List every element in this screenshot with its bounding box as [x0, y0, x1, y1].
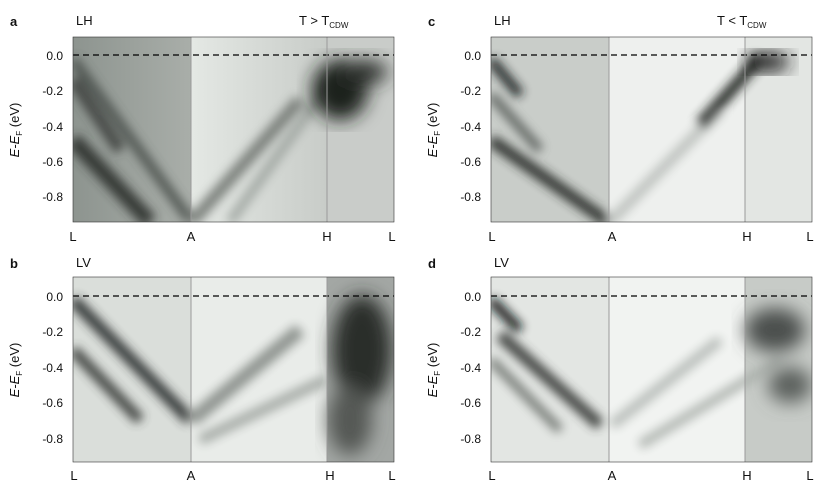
svg-text:H: H	[742, 229, 751, 244]
polarization-label: LH	[76, 13, 93, 28]
svg-text:L: L	[488, 468, 495, 483]
panel-letter: c	[428, 14, 435, 29]
panel-letter: a	[10, 14, 18, 29]
y-tick-labels: 0.0 -0.2 -0.4 -0.6 -0.8	[42, 290, 63, 446]
arpes-intensity-map-a	[73, 37, 394, 222]
kpoint-labels: L A H L	[69, 229, 395, 244]
svg-text:L: L	[388, 468, 395, 483]
arpes-intensity-map-c	[491, 37, 812, 222]
svg-text:L: L	[70, 468, 77, 483]
svg-text:A: A	[187, 229, 196, 244]
y-axis-label: E-EF (eV)	[425, 103, 442, 158]
svg-text:L: L	[806, 468, 813, 483]
svg-text:0.0: 0.0	[464, 290, 481, 304]
svg-text:0.0: 0.0	[464, 49, 481, 63]
svg-text:A: A	[187, 468, 196, 483]
svg-text:-0.4: -0.4	[42, 361, 63, 375]
svg-text:-0.6: -0.6	[42, 396, 63, 410]
panel-letter: b	[10, 256, 18, 271]
svg-text:-0.2: -0.2	[42, 84, 63, 98]
svg-text:H: H	[325, 468, 334, 483]
svg-text:L: L	[388, 229, 395, 244]
svg-text:0.0: 0.0	[46, 290, 63, 304]
panel-b: b LV 0.0 -0.2 -0.4 -0.6 -0.8 E-EF (eV) L…	[7, 255, 396, 483]
svg-text:-0.8: -0.8	[42, 432, 63, 446]
y-axis-label: E-EF (eV)	[7, 103, 24, 158]
svg-text:-0.6: -0.6	[460, 155, 481, 169]
svg-text:-0.4: -0.4	[42, 120, 63, 134]
svg-text:-0.6: -0.6	[42, 155, 63, 169]
svg-text:0.0: 0.0	[46, 49, 63, 63]
kpoint-labels: L A H L	[488, 468, 813, 483]
temperature-condition: T > TCDW	[299, 13, 349, 30]
arpes-intensity-map-d	[491, 277, 812, 462]
polarization-label: LH	[494, 13, 511, 28]
svg-text:-0.6: -0.6	[460, 396, 481, 410]
svg-text:-0.2: -0.2	[42, 325, 63, 339]
panel-letter: d	[428, 256, 436, 271]
svg-text:L: L	[488, 229, 495, 244]
panel-d: d LV 0.0 -0.2 -0.4 -0.6 -0.8 E-EF (eV) L…	[425, 255, 814, 483]
svg-text:L: L	[69, 229, 76, 244]
y-axis-label: E-EF (eV)	[7, 343, 24, 398]
svg-text:-0.8: -0.8	[42, 190, 63, 204]
kpoint-labels: L A H L	[488, 229, 813, 244]
polarization-label: LV	[76, 255, 91, 270]
svg-text:H: H	[322, 229, 331, 244]
y-axis-label: E-EF (eV)	[425, 343, 442, 398]
panel-c: c LH T < TCDW 0.0 -0.2 -0.4 -0.6 -0.8 E-…	[425, 13, 814, 244]
panel-a: a LH T > TCDW 0.0 -0.2 -0.4 -0.6 -0.8 E-…	[7, 13, 396, 244]
svg-text:L: L	[806, 229, 813, 244]
svg-text:-0.2: -0.2	[460, 84, 481, 98]
arpes-intensity-map-b	[73, 277, 394, 462]
svg-text:-0.4: -0.4	[460, 120, 481, 134]
svg-text:-0.8: -0.8	[460, 190, 481, 204]
svg-text:-0.8: -0.8	[460, 432, 481, 446]
temperature-condition: T < TCDW	[717, 13, 767, 30]
svg-text:A: A	[608, 229, 617, 244]
svg-text:H: H	[742, 468, 751, 483]
polarization-label: LV	[494, 255, 509, 270]
y-tick-labels: 0.0 -0.2 -0.4 -0.6 -0.8	[460, 290, 481, 446]
kpoint-labels: L A H L	[70, 468, 395, 483]
svg-text:A: A	[608, 468, 617, 483]
y-tick-labels: 0.0 -0.2 -0.4 -0.6 -0.8	[460, 49, 481, 204]
svg-text:-0.4: -0.4	[460, 361, 481, 375]
svg-text:-0.2: -0.2	[460, 325, 481, 339]
y-tick-labels: 0.0 -0.2 -0.4 -0.6 -0.8	[42, 49, 63, 204]
